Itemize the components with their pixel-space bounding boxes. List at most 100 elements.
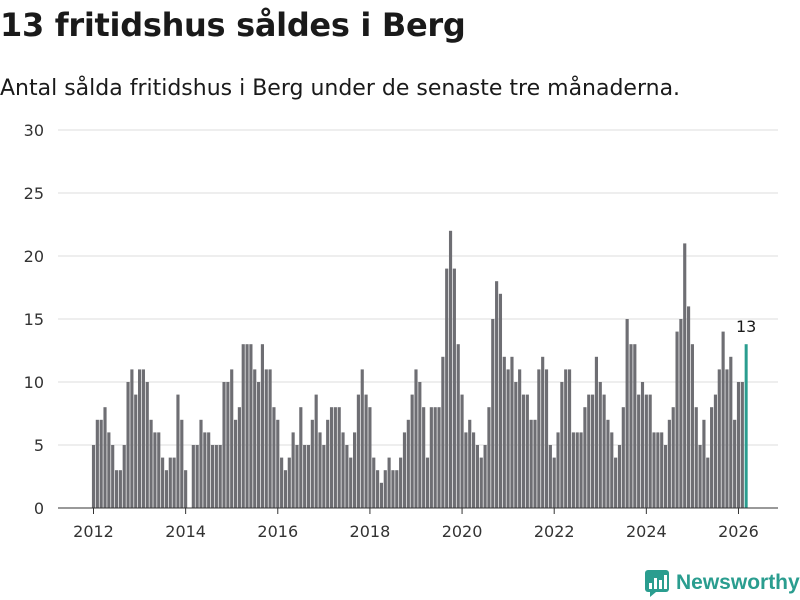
- bar: [502, 356, 506, 508]
- bar: [230, 369, 234, 508]
- bar: [91, 445, 96, 508]
- bar: [429, 407, 433, 508]
- bar: [710, 407, 714, 508]
- bar: [487, 407, 491, 508]
- bar: [656, 432, 660, 508]
- bar: [602, 394, 606, 508]
- bar: [111, 445, 115, 508]
- y-tick-label: 5: [34, 436, 44, 455]
- bar: [137, 369, 142, 508]
- bar: [233, 419, 238, 508]
- bar: [610, 432, 614, 508]
- y-tick-label: 10: [24, 373, 44, 392]
- bar: [564, 369, 568, 508]
- bar: [518, 369, 522, 508]
- bar: [479, 457, 483, 508]
- bar: [161, 457, 165, 508]
- bar: [544, 369, 549, 508]
- bar: [617, 445, 622, 508]
- bar: [268, 369, 272, 508]
- bar: [410, 394, 414, 508]
- bar: [460, 394, 464, 508]
- bar: [579, 432, 583, 508]
- bar: [199, 419, 203, 508]
- bar: [625, 319, 629, 508]
- bar: [280, 457, 284, 508]
- bar: [456, 344, 460, 508]
- bar: [349, 457, 353, 508]
- y-tick-label: 15: [24, 310, 44, 329]
- bar: [172, 457, 176, 508]
- bar: [445, 268, 449, 508]
- bar: [721, 331, 725, 508]
- bar: [510, 356, 514, 508]
- bar: [226, 382, 230, 508]
- bar: [591, 394, 595, 508]
- y-axis: 0 5 10 15 20 25 30: [24, 121, 44, 518]
- bar: [606, 419, 610, 508]
- bar: [195, 445, 199, 508]
- bar: [713, 394, 718, 508]
- bar: [291, 432, 295, 508]
- bar: [237, 407, 241, 508]
- newsworthy-logo-icon: [645, 570, 669, 597]
- bar: [114, 470, 119, 508]
- bar: [379, 482, 384, 508]
- bar: [725, 369, 729, 508]
- newsworthy-logo: Newsworthy: [644, 568, 800, 598]
- bar: [399, 457, 403, 508]
- x-axis: 2012 2014 2016 2018 2020 2022 2024 2026: [58, 507, 778, 541]
- bar: [184, 470, 188, 508]
- highlight-value-label: 13: [736, 317, 756, 336]
- bar: [283, 470, 288, 508]
- bar: [683, 243, 687, 508]
- bar: [483, 445, 487, 508]
- bar: [118, 470, 122, 508]
- bar: [164, 470, 169, 508]
- bar: [556, 432, 560, 508]
- bar: [303, 445, 307, 508]
- bar: [614, 457, 618, 508]
- bar: [130, 369, 134, 508]
- bar: [337, 407, 341, 508]
- bar: [203, 432, 207, 508]
- bar: [103, 407, 107, 508]
- bar: [729, 356, 733, 508]
- bar: [514, 382, 518, 508]
- bar: [598, 382, 602, 508]
- bar: [372, 457, 376, 508]
- bar: [675, 331, 679, 508]
- bar: [333, 407, 337, 508]
- bar: [472, 432, 476, 508]
- bar: [560, 382, 564, 508]
- bar: [287, 457, 291, 508]
- bar: [141, 369, 145, 508]
- bar: [402, 432, 407, 508]
- bar: [660, 432, 664, 508]
- bar: [257, 382, 261, 508]
- bar: [525, 394, 529, 508]
- bar-series: [91, 230, 748, 509]
- bar: [475, 445, 479, 508]
- bar: [387, 457, 391, 508]
- bar: [464, 432, 468, 508]
- grid-lines: [58, 129, 778, 446]
- x-tick-label: 2018: [350, 522, 391, 541]
- bar: [107, 432, 111, 508]
- bar: [272, 407, 276, 508]
- bar: [548, 445, 552, 508]
- bar: [99, 419, 103, 508]
- bar: [157, 432, 161, 508]
- bar: [733, 419, 737, 508]
- bar: [571, 432, 575, 508]
- bar: [364, 394, 368, 508]
- bar: [583, 407, 587, 508]
- bar: [295, 445, 299, 508]
- bar: [122, 445, 126, 508]
- bar: [648, 394, 652, 508]
- bar: [567, 369, 572, 508]
- bar: [264, 369, 268, 508]
- bar: [433, 407, 437, 508]
- bar: [537, 369, 541, 508]
- bar: [498, 293, 503, 508]
